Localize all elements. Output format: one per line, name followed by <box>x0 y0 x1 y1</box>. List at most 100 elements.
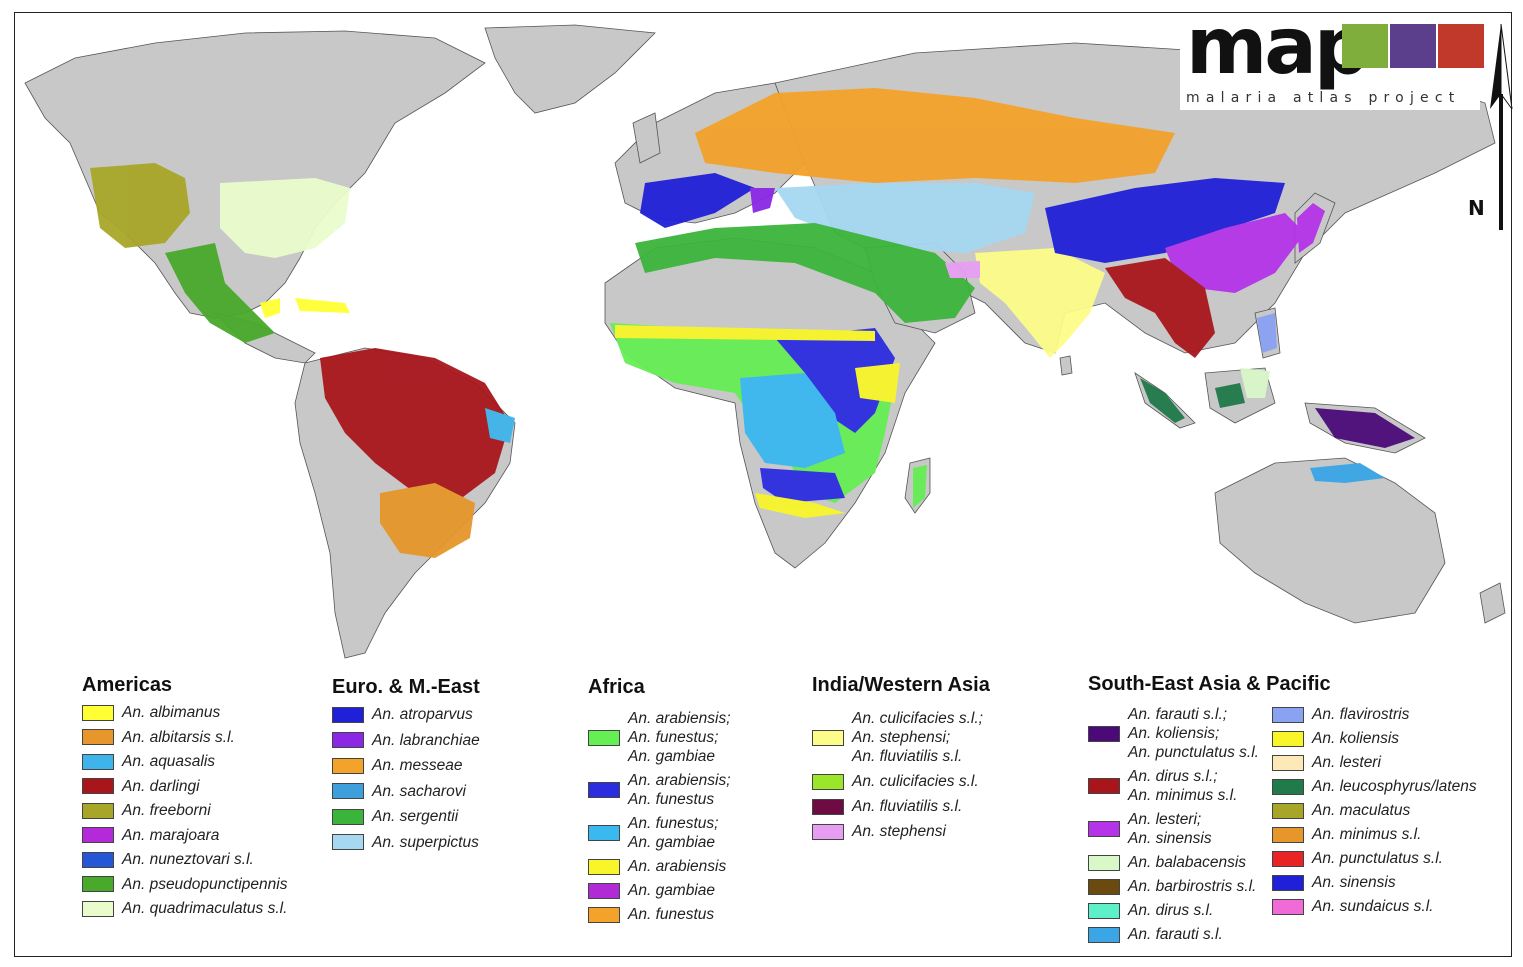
legend-item: An. funestus; An. gambiae <box>588 814 731 852</box>
legend-swatch <box>332 783 364 799</box>
legend-item: An. arabiensis <box>588 857 731 876</box>
legend-label: An. superpictus <box>372 833 479 852</box>
legend-swatch <box>82 802 114 819</box>
legend-swatch <box>332 706 364 723</box>
legend-swatch <box>1088 821 1120 837</box>
legend-label-line: An. fluviatilis s.l. <box>852 748 963 765</box>
legend-swatch <box>1272 850 1304 867</box>
legend-label-line: An. minimus s.l. <box>1312 826 1422 843</box>
legend-label: An. albitarsis s.l. <box>122 728 235 747</box>
range-sumatra <box>1140 378 1185 423</box>
legend-title-euro: Euro. & M.-East <box>332 676 480 698</box>
legend-label-line: An. dirus s.l.; <box>1128 768 1218 785</box>
range-stephensi <box>945 261 980 278</box>
legend-item: An. sinensis <box>1272 873 1477 892</box>
legend-swatch <box>332 732 364 748</box>
legend-item: An. sacharovi <box>332 782 480 801</box>
legend-label: An. darlingi <box>122 777 200 796</box>
legend-label-line: An. dirus s.l. <box>1128 902 1214 919</box>
legend-label: An. sundaicus s.l. <box>1312 897 1433 916</box>
legend-item: An. arabiensis; An. funestus; An. gambiae <box>588 709 731 766</box>
legend-title-americas: Americas <box>82 674 173 696</box>
legend-item: An. culicifacies s.l.; An. stephensi; An. … <box>812 709 990 766</box>
legend-label: An. lesteri <box>1312 753 1381 772</box>
north-label: N <box>1468 196 1485 220</box>
legend-label-line: An. albimanus <box>122 704 221 721</box>
legend-item: An. koliensis <box>1272 729 1477 748</box>
legend-swatch <box>1088 725 1120 742</box>
legend-label-line: An. lesteri <box>1312 754 1381 771</box>
legend-sea-right-column: An. flavirostris An. koliensis An. lesteri… <box>1272 705 1477 921</box>
legend-item: An. punctulatus s.l. <box>1272 849 1477 868</box>
legend-item: An. aquasalis <box>82 752 287 771</box>
legend-label: An. pseudopunctipennis <box>122 875 287 894</box>
legend-swatch <box>1272 802 1304 819</box>
legend-swatch <box>1088 902 1120 919</box>
legend-swatch <box>1272 898 1304 915</box>
legend-label: An. lesteri; An. sinensis <box>1128 810 1212 848</box>
legend-swatch <box>1088 778 1120 794</box>
legend-label: An. funestus; An. gambiae <box>628 814 718 852</box>
range-japan <box>1297 203 1325 253</box>
legend-label-line: An. gambiae <box>628 748 716 765</box>
range-quadrimaculatus <box>220 178 350 258</box>
legend-label-line: An. quadrimaculatus s.l. <box>122 900 288 917</box>
legend-item: An. farauti s.l. <box>1088 925 1259 944</box>
legend-swatch <box>1272 874 1304 891</box>
legend-label: An. albimanus <box>122 703 220 722</box>
legend-label-line: An. punctulatus s.l. <box>1312 850 1443 867</box>
legend-label-line: An. koliensis; <box>1128 725 1220 742</box>
legend-label-line: An. sundaicus s.l. <box>1312 898 1434 915</box>
legend-label: An. nuneztovari s.l. <box>122 850 254 869</box>
range-sinensis <box>1045 178 1285 263</box>
legend-swatch <box>82 704 114 721</box>
legend-label-line: An. barbirostris s.l. <box>1128 878 1257 895</box>
legend-item: An. flavirostris <box>1272 705 1477 724</box>
legend-label: An. atroparvus <box>372 705 473 724</box>
legend-label: An. arabiensis; An. funestus <box>628 771 731 809</box>
legend-label-line: An. funestus <box>628 791 715 808</box>
greenland <box>484 24 656 114</box>
legend-label-line: An. fluviatilis s.l. <box>852 798 963 815</box>
legend-swatch <box>1272 754 1304 771</box>
range-labranchiae <box>750 188 775 213</box>
legend-label-line: An. stephensi <box>852 823 946 840</box>
legend-label: An. barbirostris s.l. <box>1128 877 1256 896</box>
legend-swatch <box>812 773 844 790</box>
legend-label: An. farauti s.l.; An. koliensis; An. punct… <box>1128 705 1259 762</box>
legend-swatch <box>82 753 114 770</box>
legend-label-line: An. balabacensis <box>1128 854 1247 871</box>
legend-label-line: An. leucosphyrus/latens <box>1312 778 1477 795</box>
legend-item: An. gambiae <box>588 881 731 900</box>
legend-label: An. culicifacies s.l.; An. stephensi; An. … <box>852 709 983 766</box>
legend-label: An. quadrimaculatus s.l. <box>122 899 287 918</box>
legend-label: An. minimus s.l. <box>1312 825 1421 844</box>
range-albitarsis <box>380 483 475 558</box>
legend-swatch <box>588 858 620 875</box>
legend-swatch <box>82 900 114 917</box>
legend-swatch <box>588 729 620 746</box>
legend-swatch <box>82 827 114 843</box>
legend-swatch <box>1272 730 1304 747</box>
legend-item: An. arabiensis; An. funestus <box>588 771 731 809</box>
legend-title-sea: South-East Asia & Pacific <box>1088 673 1331 695</box>
legend-label-line: An. farauti s.l. <box>1128 926 1223 943</box>
legend-item: An. albimanus <box>82 703 287 722</box>
legend-label-line: An. sinensis <box>1312 874 1396 891</box>
legend-label-line: An. punctulatus s.l. <box>1128 744 1259 761</box>
legend-label-line: An. arabiensis; <box>628 710 731 727</box>
legend-label: An. sinensis <box>1312 873 1396 892</box>
legend-label-line: An. freeborni <box>122 802 211 819</box>
legend-item: An. darlingi <box>82 777 287 796</box>
north-arrow-icon <box>1490 24 1513 230</box>
legend-title-africa: Africa <box>588 676 645 698</box>
legend-label: An. maculatus <box>1312 801 1410 820</box>
range-funestus-gambiae <box>740 373 845 468</box>
legend-item: An. minimus s.l. <box>1272 825 1477 844</box>
legend-label: An. leucosphyrus/latens <box>1312 777 1477 796</box>
legend-label: An. balabacensis <box>1128 853 1246 872</box>
legend-south-east-asia-pacific: South-East Asia & Pacific <box>1088 673 1331 706</box>
range-philippines <box>1257 313 1277 353</box>
legend-item: An. fluviatilis s.l. <box>812 797 990 816</box>
legend-swatch <box>812 798 844 815</box>
